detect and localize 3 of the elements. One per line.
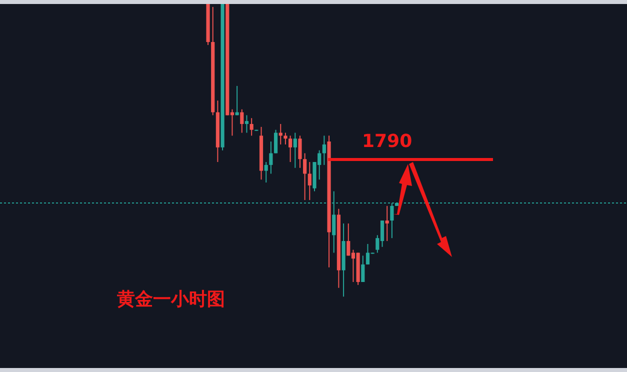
annotation: 黄金一小时图	[116, 289, 225, 310]
candlestick	[385, 206, 389, 242]
annotation: 1790	[362, 131, 412, 152]
